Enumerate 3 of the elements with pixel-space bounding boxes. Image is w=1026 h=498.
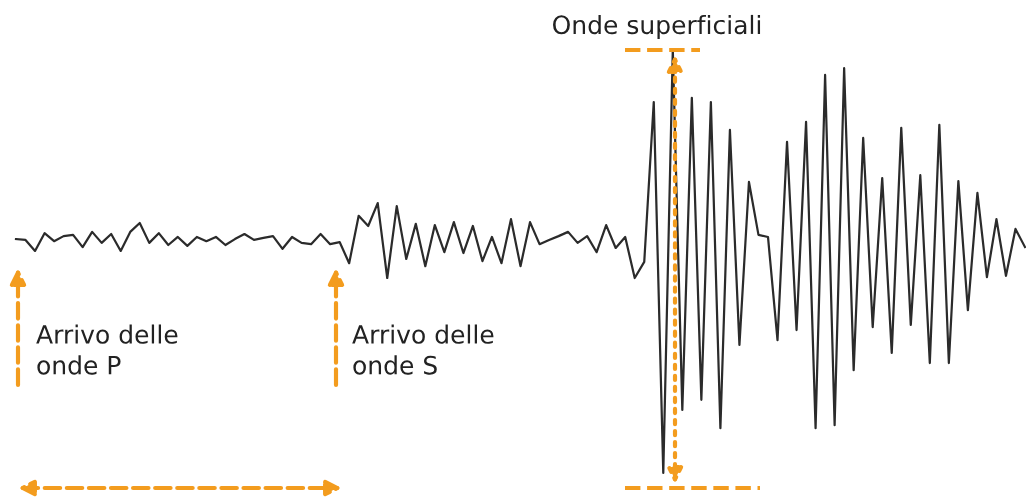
annotation: Arrivo delle onde P	[36, 324, 178, 375]
text: Onde superficiali	[553, 14, 761, 40]
annotation: Arrivo delle onde S	[352, 324, 494, 375]
